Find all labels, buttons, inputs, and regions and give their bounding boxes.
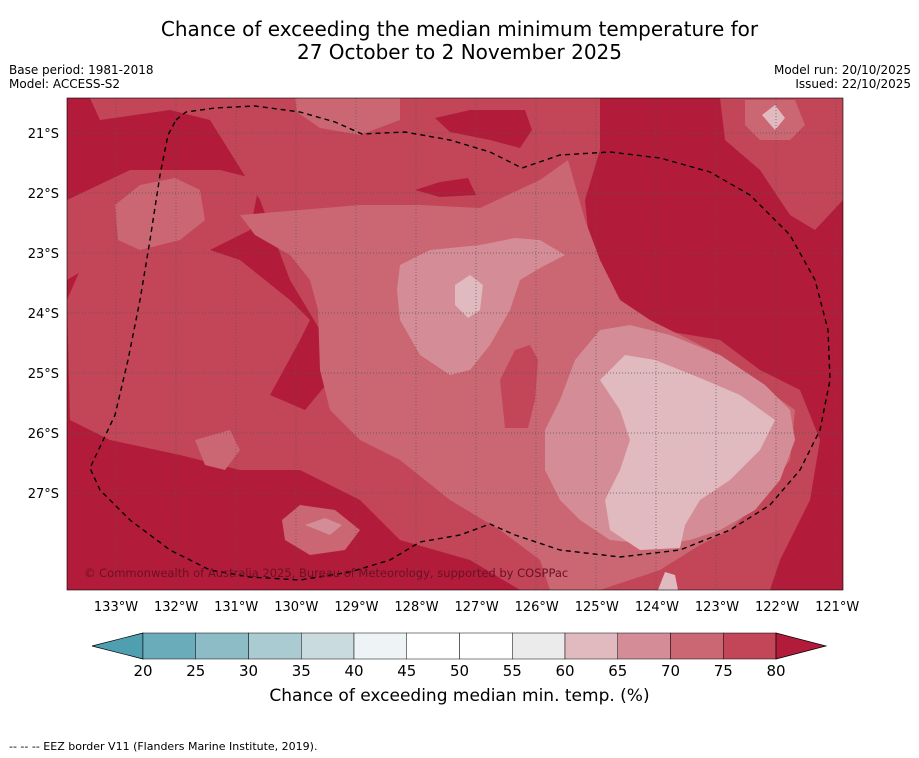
- zone-60-center: [455, 275, 483, 318]
- zone-70-w: [115, 178, 205, 250]
- colorbar: 20 25 30 35 40 45 50 55 60 65 70 75 80: [91, 632, 828, 680]
- title-line-2: 27 October to 2 November 2025: [296, 40, 623, 64]
- zone-80-patch-1: [435, 110, 532, 148]
- colorbar-segment: [248, 632, 302, 660]
- lat-label: 23°S: [28, 247, 59, 262]
- lon-labels: 133°W 132°W 131°W 130°W 129°W 128°W 127°W 126°W…: [94, 600, 860, 615]
- colorbar-tick: 30: [239, 662, 258, 680]
- colorbar-segment: [353, 632, 407, 660]
- eez-footnote: -- -- -- EEZ border V11 (Flanders Marine…: [9, 740, 318, 753]
- zone-70-top: [295, 98, 400, 135]
- lat-label: 24°S: [28, 307, 59, 322]
- colorbar-under-arrow: [91, 632, 144, 660]
- lon-label: 123°W: [695, 600, 739, 615]
- forecast-map: © Commonwealth of Australia 2025, Bureau…: [28, 97, 860, 680]
- base-period: Base period: 1981-2018: [9, 63, 154, 77]
- colorbar-tick: 60: [555, 662, 574, 680]
- colorbar-tick: 80: [766, 662, 785, 680]
- meta-left: Base period: 1981-2018 Model: ACCESS-S2: [9, 63, 154, 91]
- lon-label: 126°W: [515, 600, 559, 615]
- zone-60-spot: [664, 488, 680, 505]
- lon-label: 127°W: [455, 600, 499, 615]
- zone-60-s: [658, 572, 678, 590]
- zone-75-ne: [720, 98, 843, 230]
- lat-label: 21°S: [28, 127, 59, 142]
- lon-label: 128°W: [394, 600, 438, 615]
- lon-label: 124°W: [635, 600, 679, 615]
- lon-label: 121°W: [815, 600, 859, 615]
- colorbar-tick: 75: [714, 662, 733, 680]
- lat-label: 22°S: [28, 187, 59, 202]
- lon-label: 132°W: [154, 600, 198, 615]
- colorbar-tick: 25: [186, 662, 205, 680]
- lat-label: 27°S: [28, 487, 59, 502]
- title-line-1: Chance of exceeding the median minimum t…: [160, 17, 759, 41]
- map-frame: [66, 97, 844, 591]
- lat-label: 25°S: [28, 367, 59, 382]
- issued-date: Issued: 22/10/2025: [795, 77, 911, 91]
- zone-60-ne: [762, 105, 785, 130]
- colorbar-segment: [301, 632, 355, 660]
- colorbar-segment: [723, 632, 777, 660]
- colorbar-segment: [195, 632, 249, 660]
- lon-label: 130°W: [274, 600, 318, 615]
- colorbar-label: Chance of exceeding median min. temp. (%…: [269, 686, 650, 706]
- lat-labels: 21°S 22°S 23°S 24°S 25°S 26°S 27°S: [28, 127, 59, 502]
- lon-label: 131°W: [214, 600, 258, 615]
- colorbar-tick: 55: [503, 662, 522, 680]
- colorbar-segment: [406, 632, 460, 660]
- lon-label: 122°W: [755, 600, 799, 615]
- colorbar-tick: 65: [608, 662, 627, 680]
- colorbar-tick: 40: [344, 662, 363, 680]
- model-name: Model: ACCESS-S2: [9, 77, 121, 91]
- meta-right: Model run: 20/10/2025 Issued: 22/10/2025: [774, 63, 911, 91]
- colorbar-tick: 45: [397, 662, 416, 680]
- colorbar-over-arrow: [775, 632, 828, 660]
- colorbar-tick: 50: [450, 662, 469, 680]
- colorbar-tick: 35: [292, 662, 311, 680]
- colorbar-tick: 20: [133, 662, 152, 680]
- colorbar-segment: [617, 632, 671, 660]
- colorbar-tick: 70: [661, 662, 680, 680]
- colorbar-segment: [459, 632, 513, 660]
- gridlines: [67, 98, 843, 590]
- zone-65: [397, 238, 565, 375]
- zone-65-patch-s: [305, 518, 342, 535]
- lat-label: 26°S: [28, 427, 59, 442]
- copyright-notice: © Commonwealth of Australia 2025, Bureau…: [84, 566, 568, 580]
- zone-70-sw: [195, 430, 240, 470]
- colorbar-segment: [670, 632, 724, 660]
- colorbar-segment: [512, 632, 566, 660]
- zone-60-se: [600, 355, 775, 550]
- zone-80-patch-2: [415, 178, 476, 197]
- lon-label: 125°W: [575, 600, 619, 615]
- zone-75-patch-1: [500, 345, 538, 428]
- map-title: Chance of exceeding the median minimum t…: [0, 18, 919, 64]
- colorbar-segment: [564, 632, 618, 660]
- colorbar-segment: [142, 632, 196, 660]
- model-run: Model run: 20/10/2025: [773, 63, 911, 77]
- lon-label: 129°W: [334, 600, 378, 615]
- probability-field: [67, 98, 843, 590]
- lon-label: 133°W: [94, 600, 138, 615]
